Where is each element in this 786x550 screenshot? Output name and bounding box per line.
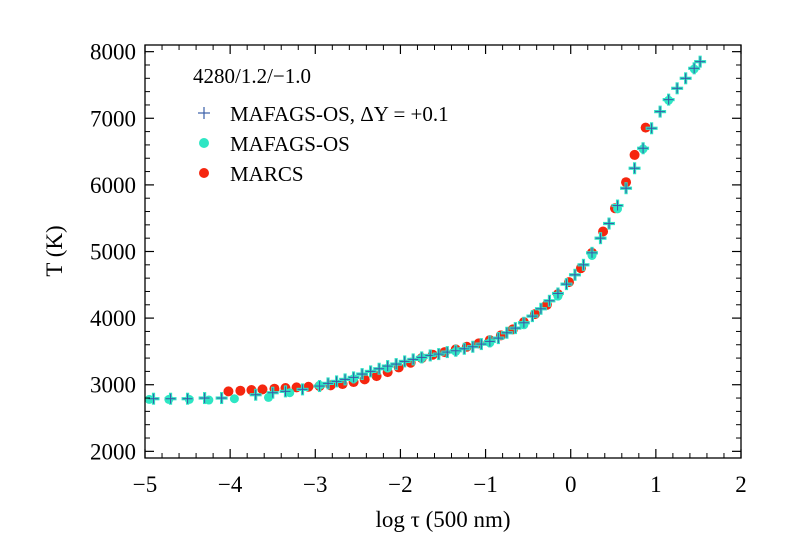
- mafags-os-dy-point: [415, 351, 428, 364]
- mafags-os-dy-point: [568, 268, 581, 281]
- x-tick-label: 1: [650, 472, 662, 497]
- mafags-os-dy-point: [586, 246, 598, 259]
- mafags-os-dy-point: [407, 353, 420, 366]
- x-tick-label: −3: [303, 472, 327, 497]
- mafags-os-dy-point: [603, 217, 616, 230]
- mafags-os-dy-point: [671, 82, 684, 95]
- marcs-point: [235, 385, 246, 396]
- mafags-os-dy-point: [147, 392, 160, 405]
- mafags-os-dy-point: [313, 380, 326, 393]
- x-axis-label: log τ (500 nm): [375, 507, 510, 532]
- mafags-os-dy-point: [492, 332, 505, 345]
- x-tick-label: −1: [473, 472, 497, 497]
- mafags-os-dy-point: [662, 93, 675, 106]
- mafags-os-dy-point: [534, 302, 547, 315]
- mafags-os-dy-point: [398, 355, 411, 368]
- mafags-os-dy-point: [645, 122, 658, 135]
- y-tick-label: 2000: [90, 439, 136, 464]
- mafags-os-dy-point: [164, 392, 177, 405]
- legend-plus-marker: [198, 107, 210, 119]
- mafags-os-dy-point: [517, 316, 530, 329]
- mafags-os-dy-point: [432, 348, 445, 361]
- axis-ticks: [144, 45, 742, 458]
- y-tick-label: 3000: [90, 373, 136, 398]
- mafags-os-dy-point: [322, 377, 335, 390]
- mafags-os-dy-point: [611, 199, 624, 212]
- mafags-os-dy-point: [560, 278, 573, 291]
- legend-circle-marker-mafags-os: [199, 138, 209, 148]
- mafags-os-dy-point: [679, 72, 692, 85]
- y-tick-label: 8000: [90, 40, 136, 65]
- marcs-point: [257, 384, 268, 395]
- chart-annotation: 4280/1.2/−1.0: [193, 64, 311, 88]
- mafags-os-dy-point: [551, 287, 564, 300]
- legend-label-mafags-os: MAFAGS-OS: [230, 132, 350, 156]
- y-axis-label: T (K): [42, 225, 67, 276]
- mafags-os-dy-point: [381, 360, 394, 373]
- x-tick-label: −4: [218, 472, 243, 497]
- marcs-point: [629, 149, 640, 160]
- mafags-os-dy-point: [296, 383, 309, 396]
- mafags-os-dy-point: [475, 338, 488, 351]
- mafags-os-dy-point: [356, 368, 369, 381]
- mafags-os-dy-point: [266, 386, 279, 399]
- mafags-os-point: [229, 394, 239, 404]
- mafags-os-dy-series: [147, 55, 707, 405]
- y-tick-label: 5000: [90, 240, 136, 265]
- mafags-os-dy-point: [364, 365, 377, 378]
- mafags-os-dy-point: [543, 294, 556, 307]
- y-tick-label: 7000: [90, 106, 136, 131]
- y-tick-labels: 2000 3000 4000 5000 6000 7000 8000: [90, 40, 136, 465]
- mafags-os-dy-point: [688, 62, 701, 75]
- mafags-os-dy-point: [458, 342, 471, 355]
- y-tick-label: 6000: [90, 173, 136, 198]
- mafags-os-dy-point: [330, 375, 343, 388]
- mafags-os-dy-point: [466, 340, 479, 353]
- marcs-point: [246, 385, 257, 396]
- mafags-os-dy-point: [509, 322, 522, 335]
- mafags-os-dy-point: [694, 55, 707, 68]
- mafags-os-dy-point: [500, 326, 513, 339]
- x-tick-labels: −5 −4 −3 −2 −1 0 1 2: [133, 472, 747, 497]
- mafags-os-dy-point: [628, 162, 641, 175]
- mafags-os-dy-point: [215, 392, 228, 405]
- mafags-os-dy-point: [249, 388, 262, 401]
- legend: 4280/1.2/−1.0 MAFAGS-OS, ΔY = +0.1 MAFAG…: [193, 64, 449, 186]
- x-tick-label: 0: [565, 472, 577, 497]
- mafags-os-dy-point: [526, 310, 539, 323]
- mafags-os-dy-point: [637, 142, 650, 155]
- mafags-os-dy-point: [577, 258, 590, 271]
- legend-label-marcs: MARCS: [230, 162, 304, 186]
- legend-circle-marker-marcs: [199, 168, 209, 178]
- mafags-os-dy-point: [449, 344, 462, 357]
- mafags-os-dy-point: [339, 373, 352, 386]
- mafags-os-dy-point: [390, 358, 403, 371]
- x-tick-label: −2: [388, 472, 412, 497]
- mafags-os-dy-point: [181, 392, 194, 405]
- y-tick-label: 4000: [90, 306, 136, 331]
- marcs-point: [223, 386, 234, 397]
- mafags-os-point: [263, 392, 273, 402]
- x-tick-label: 2: [735, 472, 747, 497]
- mafags-os-dy-point: [373, 362, 386, 375]
- mafags-os-dy-point: [347, 371, 360, 384]
- x-tick-label: −5: [133, 472, 157, 497]
- mafags-os-dy-point: [279, 385, 292, 398]
- mafags-os-dy-point: [594, 232, 607, 245]
- mafags-os-dy-point: [483, 335, 496, 348]
- mafags-os-dy-point: [620, 182, 633, 195]
- mafags-os-dy-point: [654, 105, 667, 118]
- mafags-os-dy-point: [198, 392, 211, 405]
- legend-label-mafags-os-dy: MAFAGS-OS, ΔY = +0.1: [230, 102, 449, 126]
